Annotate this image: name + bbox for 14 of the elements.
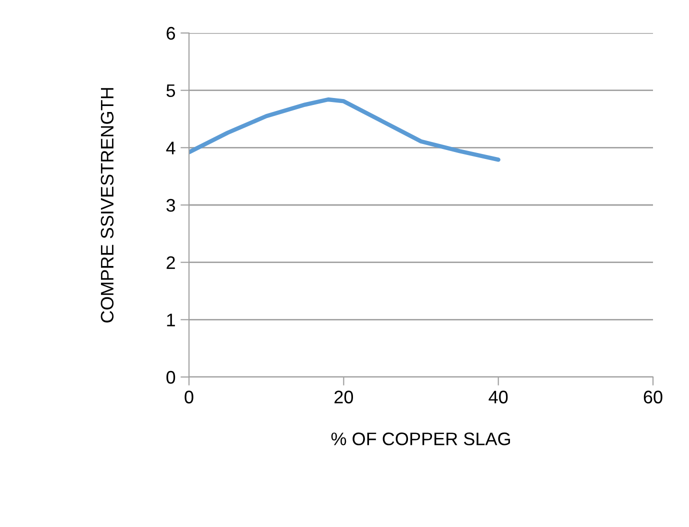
x-axis-title: % OF COPPER SLAG [331, 432, 510, 446]
y-tick-label: 4 [166, 142, 176, 154]
x-tick-label: 0 [184, 390, 194, 404]
x-tick-label: 40 [488, 390, 508, 404]
y-tick-label: 2 [166, 256, 175, 269]
line-series [189, 97, 500, 162]
x-tick-label: 60 [644, 390, 662, 404]
y-tick-label: 6 [166, 26, 176, 40]
y-tick-label: 1 [167, 314, 175, 326]
y-tick-label: 0 [166, 370, 176, 384]
y-tick-label: 5 [166, 84, 176, 98]
y-tick-label: 3 [166, 198, 176, 212]
x-tick-label: 20 [334, 390, 354, 404]
y-axis-title: COMPRE SSIVESTRENGTH [100, 88, 114, 322]
